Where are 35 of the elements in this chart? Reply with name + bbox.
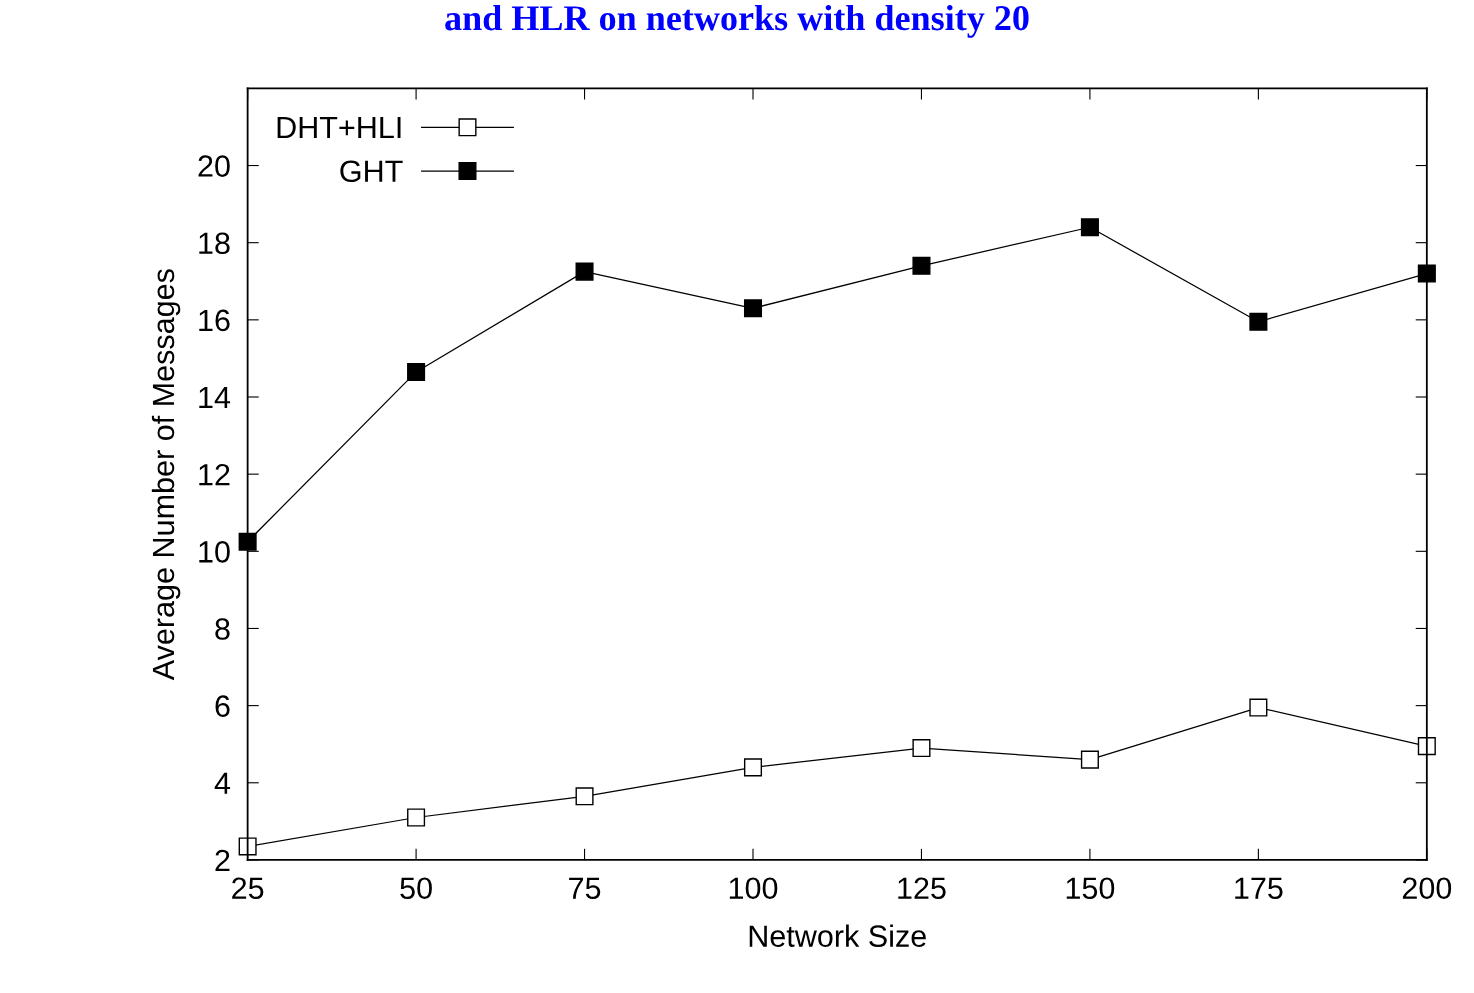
point	[1249, 312, 1268, 331]
x-tick-label: 150	[1066, 877, 1115, 900]
point	[1249, 698, 1268, 717]
x-tick-label: 200	[1402, 877, 1452, 900]
point	[1080, 750, 1099, 769]
y-tick-label: 6	[215, 695, 230, 717]
point	[575, 787, 594, 806]
y-tick-label: 12	[199, 463, 230, 486]
y-tick-label: 18	[199, 232, 230, 255]
x-tick-label: 125	[898, 877, 946, 900]
y-tick-label: 8	[215, 618, 230, 640]
point	[407, 808, 426, 827]
y-axis-title: Average Number of Messages	[151, 269, 181, 681]
point	[912, 739, 931, 758]
x-axis-title: Network Size	[749, 924, 926, 947]
y-tick-label: 4	[214, 772, 231, 794]
chart-title: and HLR on networks with density 20	[445, 4, 1029, 38]
point	[1080, 218, 1099, 237]
legend-label: DHT+HLI	[277, 117, 401, 139]
x-tick-label: 25	[232, 877, 264, 900]
y-tick-label: 20	[198, 155, 230, 177]
x-tick-label: 100	[729, 877, 778, 900]
x-tick-label: 75	[569, 877, 601, 900]
point	[743, 299, 763, 318]
point	[743, 758, 763, 777]
y-tick-label: 14	[199, 387, 231, 409]
y-tick-label: 2	[215, 849, 230, 872]
x-tick-label: 50	[400, 877, 432, 900]
x-tick-label: 175	[1235, 877, 1283, 900]
y-tick-label: 10	[199, 541, 230, 563]
point	[407, 362, 426, 381]
point	[912, 256, 931, 275]
point	[575, 262, 594, 281]
legend-label: GHT	[340, 160, 403, 183]
y-tick-label: 16	[199, 309, 230, 332]
